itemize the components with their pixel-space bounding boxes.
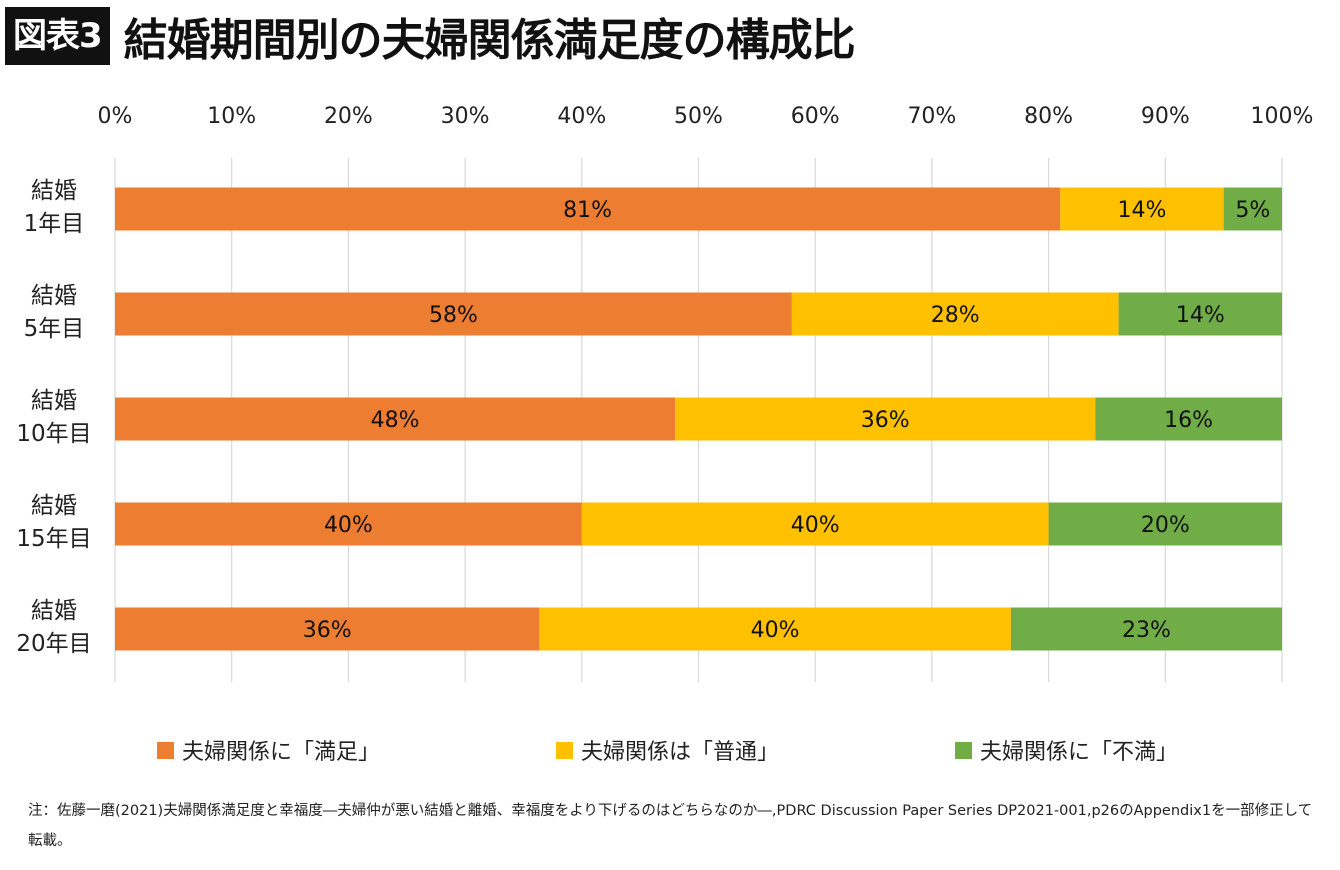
x-tick-label: 0%: [98, 104, 133, 129]
data-label: 40%: [751, 618, 800, 643]
category-label: 10年目: [16, 421, 91, 447]
legend-swatch-dissatisfied: [955, 741, 972, 759]
data-label: 16%: [1164, 408, 1213, 433]
bar-segment: [1223, 187, 1282, 231]
category-label: 結婚: [31, 178, 77, 204]
bar-segment: [115, 397, 676, 441]
data-label: 48%: [371, 408, 420, 433]
data-label: 23%: [1122, 618, 1171, 643]
x-tick-label: 90%: [1141, 104, 1190, 129]
category-label: 5年目: [24, 316, 85, 342]
category-label: 結婚: [31, 598, 77, 624]
legend-swatch-satisfied: [157, 741, 174, 759]
figure-tag: 図表3: [5, 7, 110, 65]
data-label: 40%: [791, 513, 840, 538]
x-tick-label: 80%: [1024, 104, 1073, 129]
data-label: 58%: [429, 303, 478, 328]
legend-item-dissatisfied: 夫婦関係に「不満」: [955, 734, 1178, 766]
category-label: 結婚: [31, 493, 77, 519]
bar-segment: [115, 607, 540, 651]
x-tick-label: 50%: [674, 104, 723, 129]
stacked-bar-chart: 0% 10% 20% 30% 40% 50% 60% 70% 80% 90% 100% 結婚 1年目 81…: [16, 104, 1314, 682]
legend-item-satisfied: 夫婦関係に「満足」: [157, 734, 380, 766]
bar-segment: [539, 607, 1011, 651]
bar-segment: [115, 187, 1061, 231]
data-label: 28%: [931, 303, 980, 328]
source-note: 注：佐藤一磨(2021)夫婦関係満足度と幸福度―夫婦仲が悪い結婚と離婚、幸福度を…: [28, 803, 1313, 849]
bar-segment: [581, 502, 1049, 546]
chart-title: 結婚期間別の夫婦関係満足度の構成比: [123, 15, 856, 66]
bar-segment: [1118, 292, 1282, 336]
x-tick-label: 30%: [441, 104, 490, 129]
category-label: 15年目: [16, 526, 91, 552]
category-label: 結婚: [31, 283, 77, 309]
bar-segment: [791, 292, 1119, 336]
data-label: 14%: [1176, 303, 1225, 328]
data-label: 36%: [861, 408, 910, 433]
data-label: 20%: [1141, 513, 1190, 538]
legend-label-neutral: 夫婦関係は「普通」: [581, 740, 780, 765]
bar-segment: [1095, 397, 1282, 441]
data-label: 14%: [1118, 198, 1167, 223]
x-tick-label: 70%: [907, 104, 956, 129]
legend-label-dissatisfied: 夫婦関係に「不満」: [980, 740, 1179, 765]
x-tick-label: 20%: [324, 104, 373, 129]
bar-segment: [115, 292, 792, 336]
data-label: 36%: [303, 618, 352, 643]
x-tick-label: 10%: [207, 104, 256, 129]
x-tick-label: 60%: [791, 104, 840, 129]
category-label: 結婚: [31, 388, 77, 414]
bar-segment: [675, 397, 1096, 441]
category-label: 20年目: [16, 631, 91, 657]
title-row: 図表3 結婚期間別の夫婦関係満足度の構成比: [5, 6, 856, 66]
bar-segment: [1060, 187, 1224, 231]
bar-segment: [1048, 502, 1282, 546]
data-label: 81%: [563, 198, 612, 223]
legend-label-satisfied: 夫婦関係に「満足」: [182, 740, 381, 765]
chart-legend: 夫婦関係に「満足」 夫婦関係は「普通」 夫婦関係に「不満」: [0, 734, 1340, 770]
data-label: 5%: [1235, 198, 1270, 223]
x-tick-label: 100%: [1251, 104, 1314, 129]
bar-segment: [115, 502, 582, 546]
legend-swatch-neutral: [556, 741, 573, 759]
bar-segment: [1010, 607, 1282, 651]
category-label: 1年目: [24, 211, 85, 237]
legend-item-neutral: 夫婦関係は「普通」: [556, 734, 779, 766]
data-label: 40%: [324, 513, 373, 538]
x-tick-label: 40%: [557, 104, 606, 129]
